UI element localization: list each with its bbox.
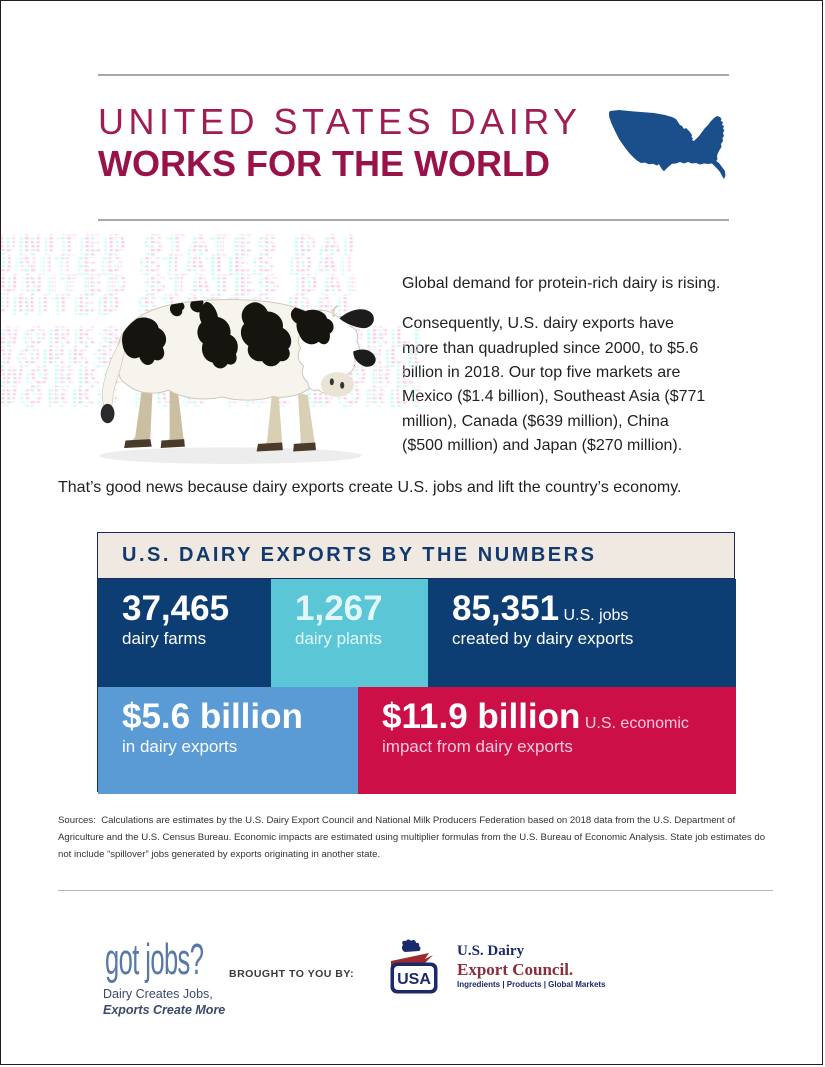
svg-text:USA: USA [397, 971, 431, 988]
